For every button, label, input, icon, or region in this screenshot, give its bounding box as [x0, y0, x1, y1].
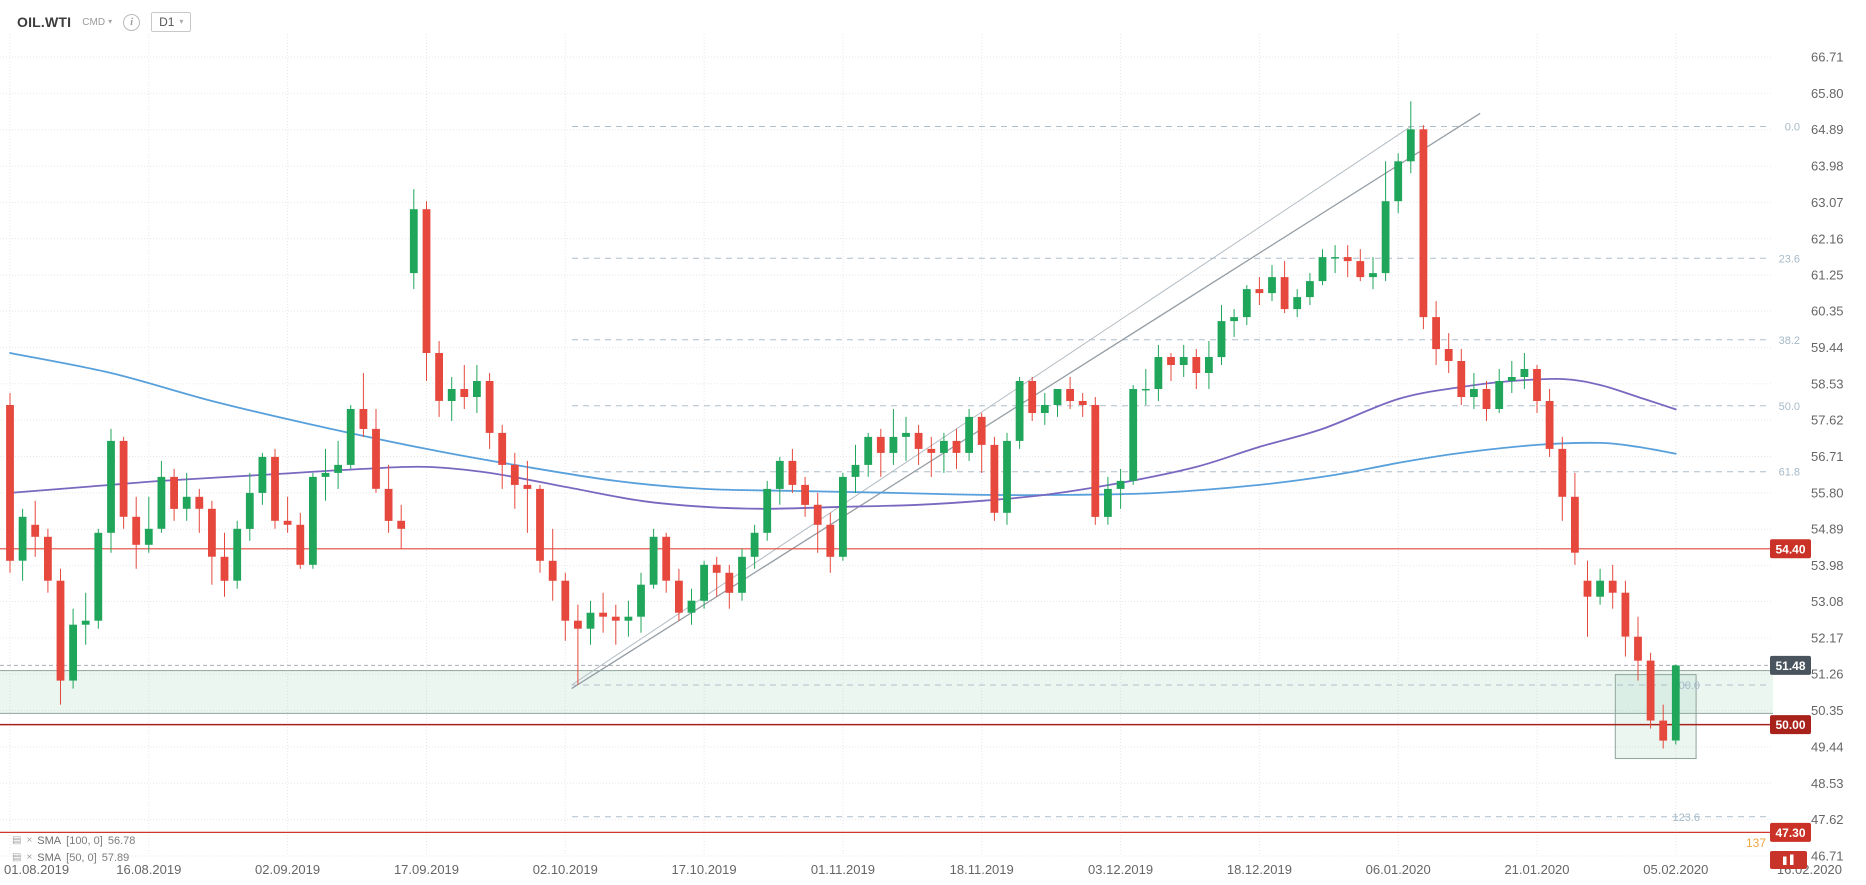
- svg-text:47.30: 47.30: [1775, 826, 1805, 840]
- indicator-name: SMA: [37, 834, 62, 847]
- x-axis-label: 06.01.2020: [1366, 862, 1431, 877]
- symbol-title: OIL.WTI: [17, 14, 72, 30]
- y-axis-label: 63.98: [1811, 159, 1844, 174]
- fib-level-label: 123.6: [1672, 812, 1700, 824]
- price-action-box: [1614, 674, 1697, 760]
- y-axis-label: 49.44: [1811, 739, 1844, 754]
- y-axis-label: 54.89: [1811, 522, 1844, 537]
- chevron-down-icon: ▾: [179, 17, 184, 26]
- fib-level-label: 0.0: [1785, 122, 1800, 134]
- current-price-badge: [1770, 655, 1811, 675]
- x-axis[interactable]: 01.08.2019 16.08.2019 02.09.2019 17.09.2019…: [4, 862, 1842, 877]
- x-axis-label: 18.11.2019: [950, 862, 1014, 877]
- x-axis-label: 01.08.2019: [4, 862, 69, 877]
- x-axis-label: 16.08.2019: [116, 862, 181, 877]
- timeframe-label: D1: [159, 15, 175, 29]
- y-axis-label: 53.08: [1811, 594, 1844, 609]
- fib-level-label: 38.2: [1779, 335, 1800, 347]
- indicator-chart-icon[interactable]: ▤: [12, 851, 22, 863]
- x-axis-label: 02.10.2019: [533, 862, 598, 877]
- zones-layer: [0, 670, 1773, 760]
- price-line-badge: [1770, 715, 1811, 735]
- y-axis-label: 59.44: [1811, 340, 1844, 355]
- y-axis-label: 60.35: [1811, 304, 1844, 319]
- y-axis-label: 66.71: [1811, 50, 1844, 65]
- x-axis-label: 03.12.2019: [1088, 862, 1153, 877]
- y-axis-label: 46.71: [1811, 849, 1844, 864]
- support-zone: [0, 670, 1773, 714]
- svg-text:51.48: 51.48: [1775, 659, 1805, 673]
- market-type-dropdown[interactable]: CMD ▾: [82, 17, 112, 28]
- svg-text:54.40: 54.40: [1775, 542, 1805, 556]
- y-axis-label: 58.53: [1811, 376, 1844, 391]
- indicator-params: [50, 0]: [66, 851, 97, 864]
- y-axis-label: 62.16: [1811, 231, 1844, 246]
- trendline: [571, 112, 1481, 690]
- legend-row-sma50: ▤ × SMA [50, 0] 57.89: [12, 849, 135, 866]
- candles-icon: [1783, 856, 1787, 865]
- y-axis-label: 57.62: [1811, 413, 1844, 428]
- grid-layer: [0, 34, 1771, 857]
- indicator-value: 57.89: [101, 851, 130, 864]
- x-axis-label: 17.10.2019: [672, 862, 737, 877]
- y-axis-label: 64.89: [1811, 122, 1844, 137]
- price-line-badge: [1770, 822, 1811, 842]
- legend-row-sma100: ▤ × SMA [100, 0] 56.78: [12, 832, 135, 849]
- chart-toolbar: OIL.WTI CMD ▾ i D1 ▾: [17, 12, 192, 32]
- x-axis-label: 17.09.2019: [394, 862, 459, 877]
- x-axis-label: 18.12.2019: [1227, 862, 1292, 877]
- fib-level-label: 23.6: [1779, 253, 1800, 265]
- x-axis-label: 01.11.2019: [811, 862, 875, 877]
- indicator-remove-icon[interactable]: ×: [26, 851, 33, 863]
- x-axis-label: 21.01.2020: [1504, 862, 1569, 877]
- y-axis-label: 53.98: [1811, 558, 1844, 573]
- indicator-chart-icon[interactable]: ▤: [12, 834, 22, 846]
- y-axis-label: 61.25: [1811, 268, 1844, 283]
- indicator-value: 56.78: [107, 834, 136, 847]
- sma50-line: [9, 377, 1677, 510]
- y-axis-label: 47.62: [1811, 812, 1844, 827]
- indicator-remove-icon[interactable]: ×: [26, 834, 33, 846]
- chevron-down-icon: ▾: [108, 17, 113, 26]
- y-axis-label: 63.07: [1811, 195, 1844, 210]
- indicator-params: [100, 0]: [66, 834, 103, 847]
- timeframe-dropdown[interactable]: D1 ▾: [151, 12, 192, 32]
- y-axis-label: 50.35: [1811, 703, 1844, 718]
- y-axis-label: 52.17: [1811, 630, 1844, 645]
- y-axis[interactable]: 66.71 65.80 64.89 63.98 63.07 62.16 61.25 60.35…: [1811, 50, 1844, 864]
- indicator-name: SMA: [37, 851, 62, 864]
- y-axis-label: 51.26: [1811, 667, 1844, 682]
- x-axis-label: 05.02.2020: [1643, 862, 1708, 877]
- badges-layer: 54.40 50.00 47.30 51.48 137: [1746, 539, 1811, 850]
- fib-diagonal-line: [571, 126, 1412, 686]
- fib-level-label: 61.8: [1779, 467, 1800, 479]
- candles-icon: [1790, 854, 1794, 865]
- y-axis-label: 48.53: [1811, 776, 1844, 791]
- info-icon[interactable]: i: [123, 13, 141, 31]
- fib-level-label: 50.0: [1779, 401, 1800, 413]
- candles-layer: [6, 101, 1680, 749]
- x-axis-label: 02.09.2019: [255, 862, 320, 877]
- indicator-legend: ▤ × SMA [100, 0] 56.78 ▤ × SMA [50, 0] 5…: [12, 832, 135, 866]
- y-axis-label: 56.71: [1811, 449, 1844, 464]
- price-lines-layer: [0, 548, 1771, 834]
- market-type-label: CMD: [82, 16, 106, 28]
- price-line-badge: [1770, 539, 1811, 559]
- svg-text:50.00: 50.00: [1775, 718, 1805, 732]
- sma100-line: [9, 352, 1677, 497]
- positions-badge[interactable]: [1770, 851, 1807, 869]
- moving-averages-layer: [9, 352, 1677, 510]
- y-axis-label: 55.80: [1811, 485, 1844, 500]
- y-axis-label: 65.80: [1811, 86, 1844, 101]
- price-note: 137: [1746, 836, 1766, 850]
